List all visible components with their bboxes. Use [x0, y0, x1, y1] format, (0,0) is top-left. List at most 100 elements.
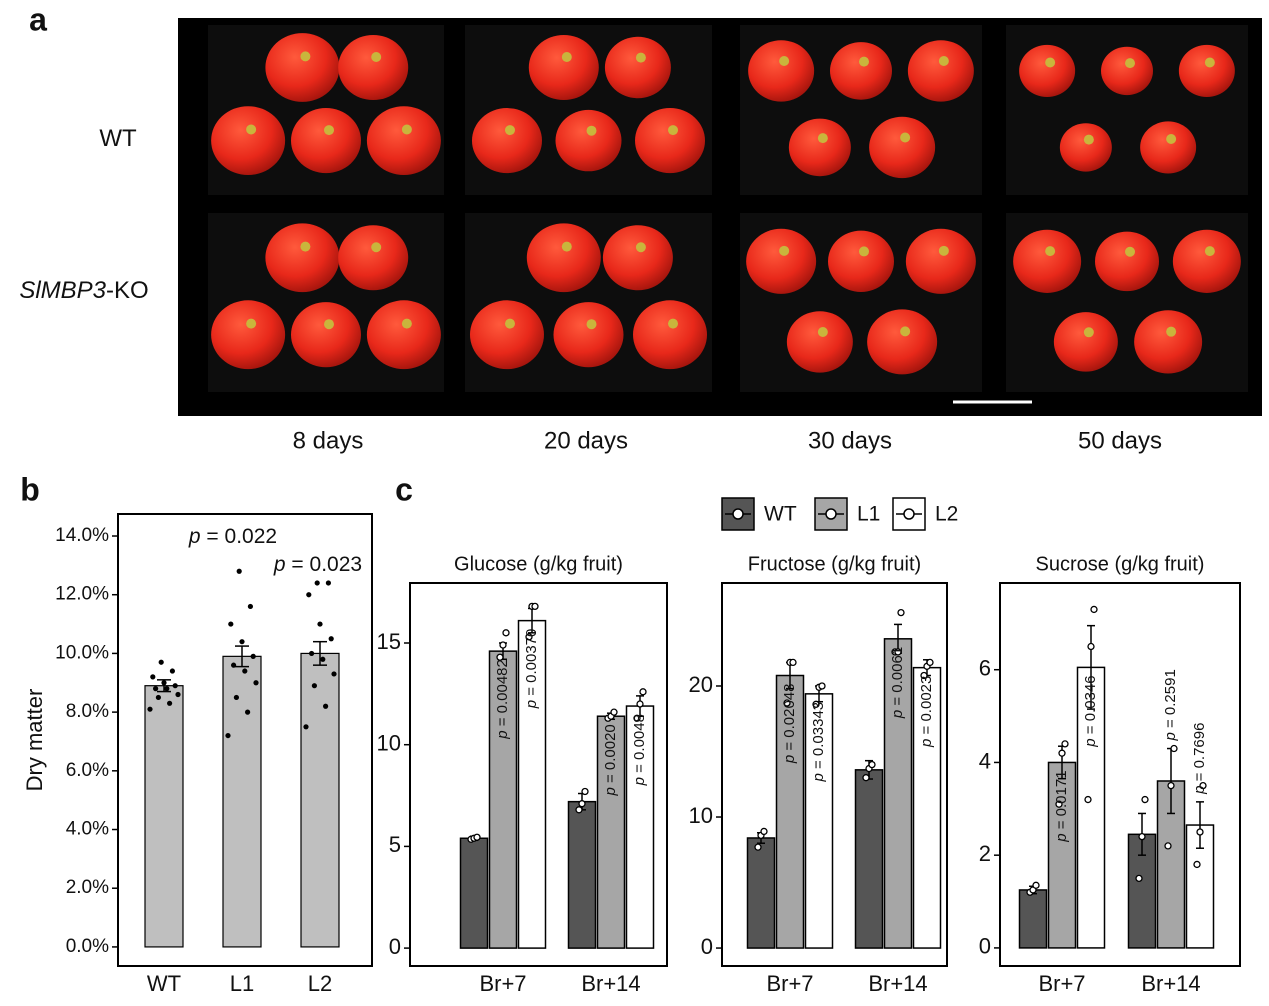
- data-point: [323, 703, 329, 709]
- p-value-label: p = 0.0020: [602, 724, 619, 796]
- x-tick-label: Br+14: [868, 971, 927, 996]
- italic-part: p: [1162, 732, 1179, 741]
- tomato-stem: [1045, 57, 1056, 68]
- text-part: = 0.02048: [781, 684, 798, 755]
- tomato-stem: [1166, 134, 1177, 144]
- tomato-stem: [900, 326, 911, 337]
- bar: [567, 800, 597, 949]
- bar: [912, 666, 942, 949]
- p-value-label: p = 0.0061: [889, 647, 906, 719]
- data-point: [331, 671, 337, 677]
- data-point: [502, 629, 510, 637]
- italic-part: p: [273, 553, 286, 576]
- annotation: p = 0.022: [188, 525, 277, 548]
- tomato: [265, 223, 340, 293]
- data-point: [245, 709, 251, 715]
- tomato: [1095, 231, 1159, 292]
- y-tick-label: 6.0%: [66, 760, 109, 781]
- row-label: WT: [99, 125, 137, 152]
- tomato: [1178, 44, 1235, 97]
- text-part: = 0.00370: [523, 629, 540, 700]
- data-point: [1167, 781, 1175, 790]
- tomato-stem: [635, 52, 646, 63]
- p-value-label: p = 0.0346: [1082, 675, 1099, 747]
- data-point: [1199, 781, 1207, 790]
- tomato-stem: [779, 56, 790, 66]
- tomato-stem: [1166, 326, 1177, 337]
- y-tick-label: 4.0%: [66, 819, 109, 840]
- italic-part: p: [523, 700, 540, 709]
- italic-part: p: [781, 755, 798, 764]
- data-point: [325, 580, 331, 586]
- italic-part: p: [918, 739, 935, 748]
- tomato: [788, 118, 851, 177]
- bar: [746, 837, 776, 949]
- tomato: [1134, 310, 1203, 374]
- data-point: [1138, 832, 1146, 841]
- bar: [517, 619, 547, 949]
- data-point: [314, 580, 320, 586]
- data-point: [172, 683, 178, 689]
- tomato-stem: [938, 245, 949, 256]
- panel-label: a: [29, 1, 47, 37]
- data-point: [303, 724, 309, 730]
- data-point: [818, 682, 826, 690]
- tomato-stem: [561, 52, 572, 62]
- tomato-stem: [859, 56, 869, 67]
- x-tick-label: Br+7: [479, 971, 526, 996]
- tomato: [211, 300, 286, 370]
- tomato-stem: [401, 318, 412, 329]
- p-value-label: p = 0.2591: [1162, 669, 1179, 741]
- y-tick-label: 12.0%: [55, 584, 109, 605]
- y-tick-label: 8.0%: [66, 701, 109, 722]
- data-point: [1087, 642, 1095, 651]
- text-part: = 0.0023: [918, 676, 935, 739]
- text-part: = 0.023: [286, 553, 362, 576]
- tomato: [1059, 123, 1112, 172]
- data-point: [862, 774, 870, 782]
- tomato: [469, 300, 544, 370]
- data-point: [610, 708, 618, 716]
- tomato: [528, 34, 599, 101]
- tomato-stem: [668, 318, 679, 329]
- y-tick-label: 6: [979, 656, 991, 681]
- data-point: [253, 680, 259, 686]
- tomato-stem: [817, 326, 828, 337]
- y-tick-label: 0.0%: [66, 936, 109, 957]
- data-point: [754, 843, 762, 851]
- tomato-stem: [779, 245, 790, 256]
- data-point: [525, 633, 533, 641]
- tomato: [366, 106, 441, 176]
- data-point: [531, 602, 539, 611]
- bar: [144, 685, 184, 948]
- data-point: [158, 659, 164, 665]
- data-point: [812, 700, 820, 708]
- tomato-stem: [1083, 134, 1094, 145]
- data-point: [150, 674, 156, 680]
- data-point: [328, 636, 334, 642]
- data-point: [1193, 860, 1201, 869]
- data-point: [167, 700, 173, 706]
- data-point: [1032, 881, 1040, 889]
- data-point: [1170, 744, 1178, 753]
- y-tick-label: 2.0%: [66, 877, 109, 898]
- y-tick-label: 20: [689, 672, 713, 697]
- data-point: [147, 706, 153, 712]
- tomato: [338, 225, 409, 291]
- legend-glyph: [903, 508, 915, 520]
- y-tick-label: 0: [389, 934, 401, 959]
- tomato: [1019, 44, 1076, 97]
- y-tick-label: 0: [701, 934, 713, 959]
- tomato: [338, 34, 409, 101]
- p-value-label: p = 0.0048: [631, 714, 648, 786]
- tomato: [748, 40, 815, 102]
- data-point: [153, 686, 159, 692]
- text-part: = 0.7696: [1191, 723, 1208, 786]
- text-part: = 0.03343: [810, 702, 827, 773]
- bar: [854, 769, 884, 949]
- legend-label: L2: [935, 503, 958, 526]
- italic-part: p: [1082, 738, 1099, 747]
- tomato: [635, 108, 706, 174]
- p-value-label: p = 0.00482: [494, 659, 511, 740]
- tomato: [907, 40, 974, 102]
